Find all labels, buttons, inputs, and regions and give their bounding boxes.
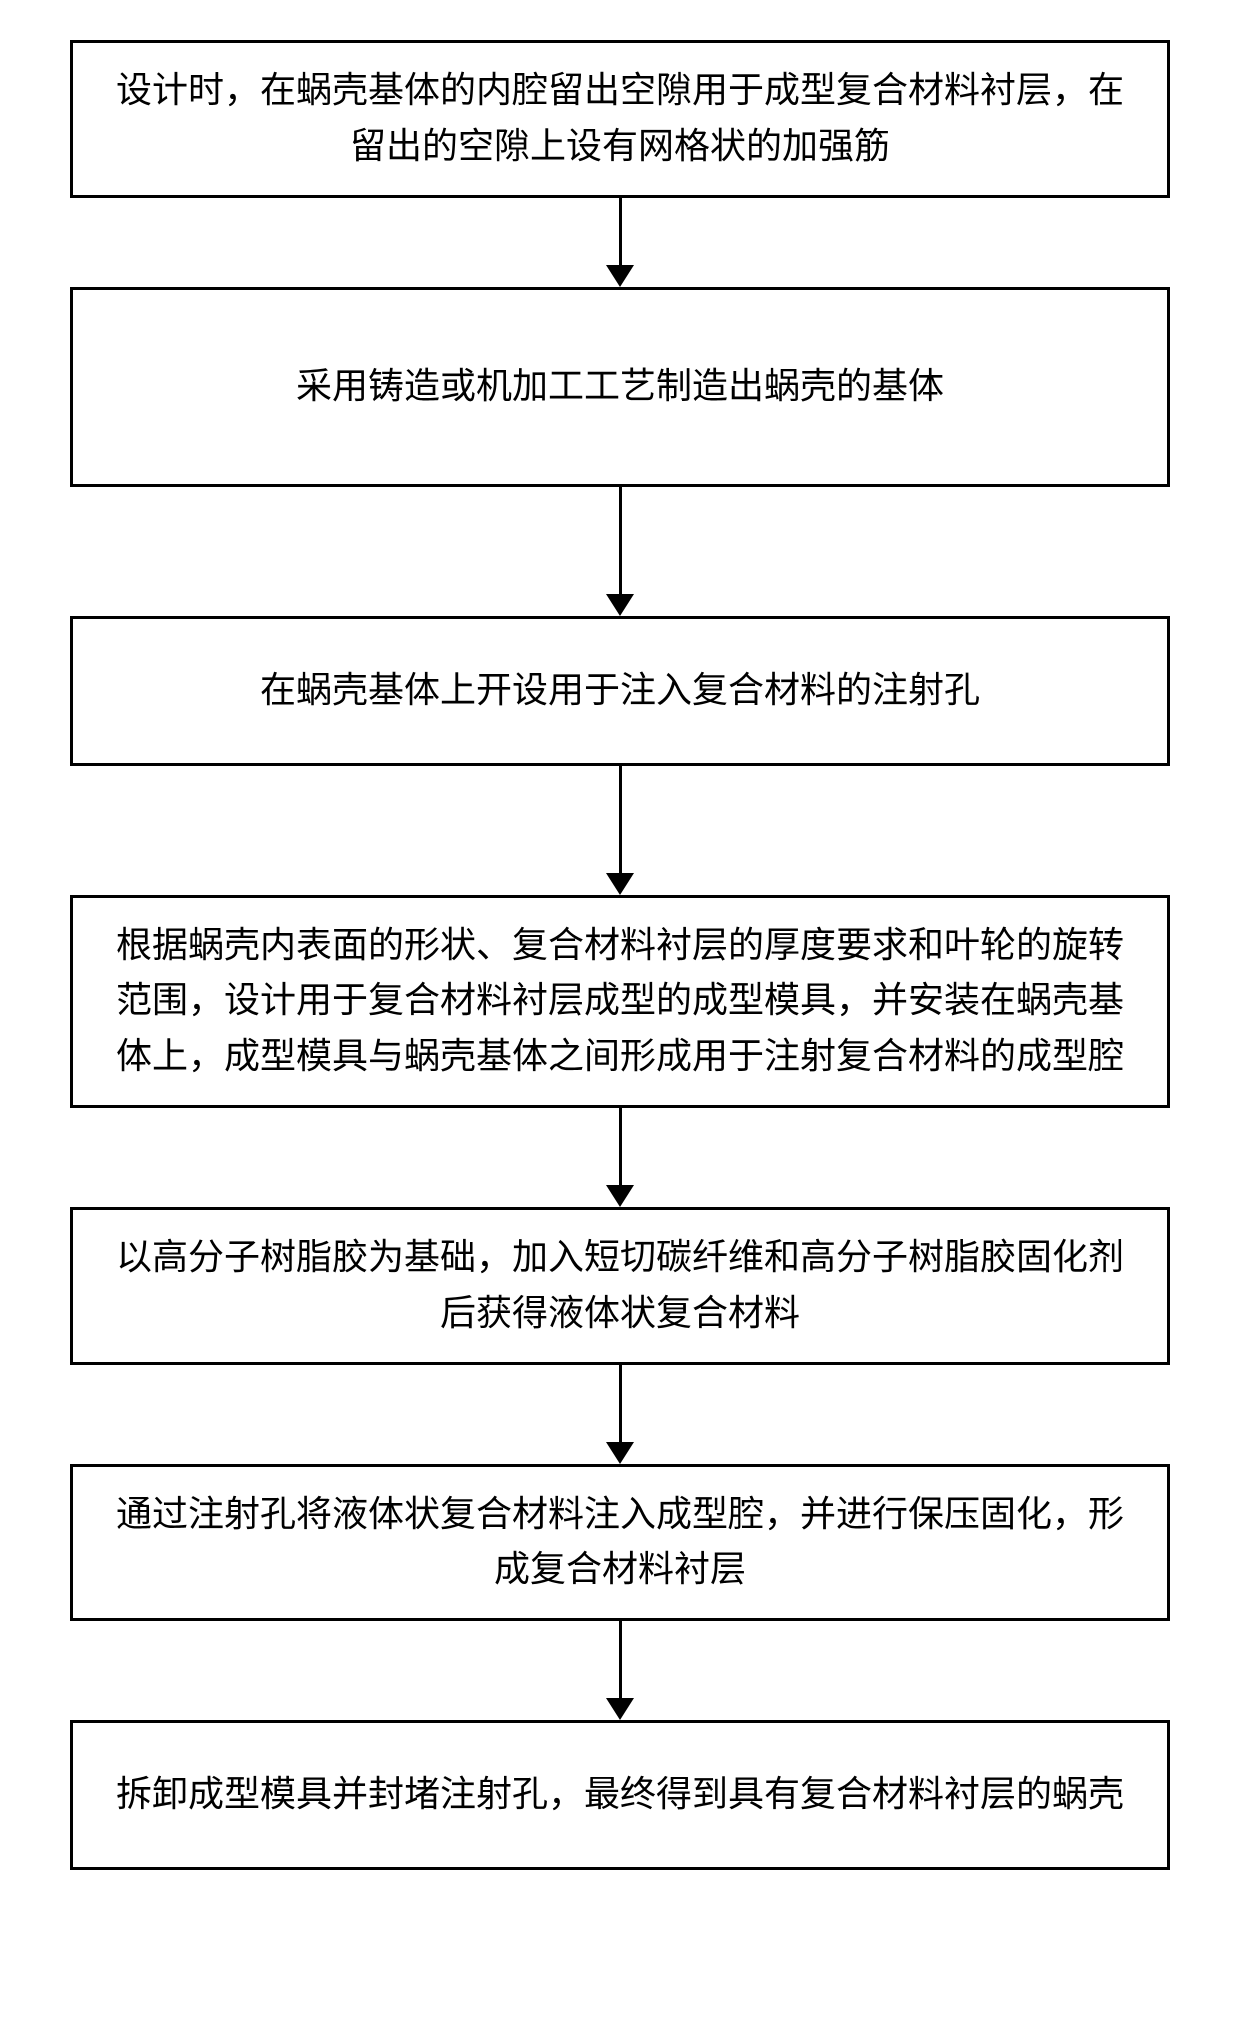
- flow-arrow-4: [606, 1108, 634, 1207]
- flowchart-container: 设计时，在蜗壳基体的内腔留出空隙用于成型复合材料衬层，在留出的空隙上设有网格状的…: [0, 0, 1240, 1930]
- arrow-head-icon: [606, 1185, 634, 1207]
- arrow-head-icon: [606, 873, 634, 895]
- arrow-head-icon: [606, 594, 634, 616]
- flow-step-2-text: 采用铸造或机加工工艺制造出蜗壳的基体: [296, 359, 944, 415]
- arrow-shaft-icon: [619, 1108, 622, 1186]
- flow-step-5-text: 以高分子树脂胶为基础，加入短切碳纤维和高分子树脂胶固化剂后获得液体状复合材料: [113, 1230, 1127, 1342]
- arrow-shaft-icon: [619, 1365, 622, 1443]
- flow-step-4-text: 根据蜗壳内表面的形状、复合材料衬层的厚度要求和叶轮的旋转范围，设计用于复合材料衬…: [113, 918, 1127, 1085]
- flow-step-7-text: 拆卸成型模具并封堵注射孔，最终得到具有复合材料衬层的蜗壳: [116, 1767, 1124, 1823]
- arrow-shaft-icon: [619, 487, 622, 595]
- flow-arrow-1: [606, 198, 634, 287]
- flow-step-6: 通过注射孔将液体状复合材料注入成型腔，并进行保压固化，形成复合材料衬层: [70, 1464, 1170, 1622]
- flow-step-2: 采用铸造或机加工工艺制造出蜗壳的基体: [70, 287, 1170, 487]
- flow-step-1-text: 设计时，在蜗壳基体的内腔留出空隙用于成型复合材料衬层，在留出的空隙上设有网格状的…: [113, 63, 1127, 175]
- flow-step-3-text: 在蜗壳基体上开设用于注入复合材料的注射孔: [260, 663, 980, 719]
- flow-step-3: 在蜗壳基体上开设用于注入复合材料的注射孔: [70, 616, 1170, 766]
- flow-arrow-2: [606, 487, 634, 616]
- arrow-head-icon: [606, 1698, 634, 1720]
- flow-step-7: 拆卸成型模具并封堵注射孔，最终得到具有复合材料衬层的蜗壳: [70, 1720, 1170, 1870]
- arrow-head-icon: [606, 265, 634, 287]
- flow-step-1: 设计时，在蜗壳基体的内腔留出空隙用于成型复合材料衬层，在留出的空隙上设有网格状的…: [70, 40, 1170, 198]
- flow-arrow-3: [606, 766, 634, 895]
- flow-step-5: 以高分子树脂胶为基础，加入短切碳纤维和高分子树脂胶固化剂后获得液体状复合材料: [70, 1207, 1170, 1365]
- flow-arrow-5: [606, 1365, 634, 1464]
- arrow-head-icon: [606, 1442, 634, 1464]
- flow-step-4: 根据蜗壳内表面的形状、复合材料衬层的厚度要求和叶轮的旋转范围，设计用于复合材料衬…: [70, 895, 1170, 1108]
- arrow-shaft-icon: [619, 1621, 622, 1699]
- arrow-shaft-icon: [619, 766, 622, 874]
- flow-step-6-text: 通过注射孔将液体状复合材料注入成型腔，并进行保压固化，形成复合材料衬层: [113, 1487, 1127, 1599]
- arrow-shaft-icon: [619, 198, 622, 266]
- flow-arrow-6: [606, 1621, 634, 1720]
